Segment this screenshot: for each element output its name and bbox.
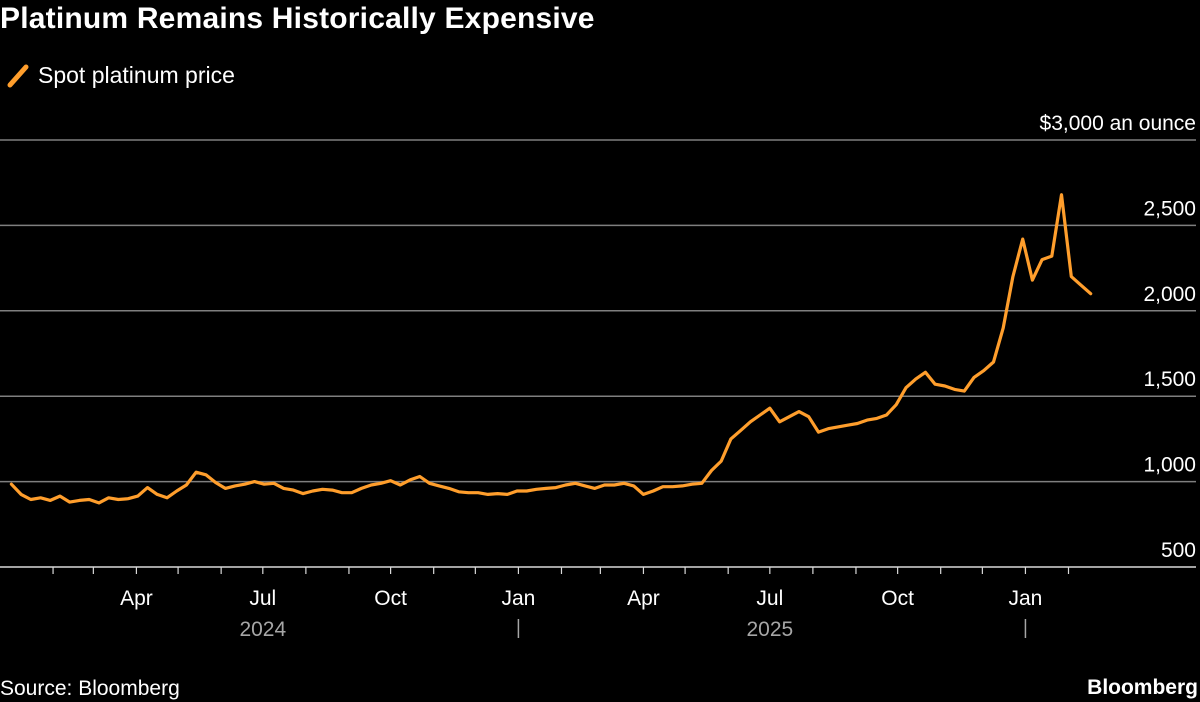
y-tick-label: 500 <box>1161 539 1196 562</box>
x-tick-label: Apr <box>627 587 660 610</box>
y-tick-label: 2,000 <box>1143 283 1196 306</box>
x-tick-label: Apr <box>120 587 153 610</box>
legend: Spot platinum price <box>4 60 235 90</box>
x-year-label: 2024 <box>239 618 286 641</box>
x-tick-label: Jan <box>501 587 535 610</box>
legend-label: Spot platinum price <box>38 61 235 88</box>
y-tick-label: 2,500 <box>1143 197 1196 220</box>
x-tick-label: Oct <box>374 587 407 610</box>
y-tick-label: $3,000 an ounce <box>1040 112 1196 135</box>
x-tick-label: Oct <box>881 587 914 610</box>
chart-title: Platinum Remains Historically Expensive <box>0 2 595 35</box>
brand-logo: Bloomberg <box>1087 676 1198 699</box>
x-tick-label: Jan <box>1009 587 1043 610</box>
source-note: Source: Bloomberg <box>0 677 180 700</box>
x-year-label: 2025 <box>746 618 793 641</box>
legend-swatch-icon <box>7 64 29 88</box>
y-tick-label: 1,000 <box>1143 454 1196 477</box>
series-line-platinum <box>9 193 1093 505</box>
x-tick-label: Jul <box>249 587 276 610</box>
x-tick-label: Jul <box>756 587 783 610</box>
y-tick-label: 1,500 <box>1143 368 1196 391</box>
